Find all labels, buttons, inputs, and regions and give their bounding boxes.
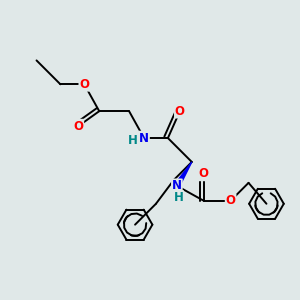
Text: H: H	[173, 191, 183, 204]
Text: H: H	[128, 134, 138, 147]
Text: O: O	[175, 105, 185, 118]
Text: O: O	[73, 120, 83, 133]
Polygon shape	[175, 162, 192, 187]
Text: O: O	[79, 78, 89, 91]
Text: N: N	[172, 179, 182, 192]
Text: N: N	[139, 132, 149, 145]
Text: O: O	[199, 167, 209, 180]
Text: O: O	[226, 194, 236, 207]
